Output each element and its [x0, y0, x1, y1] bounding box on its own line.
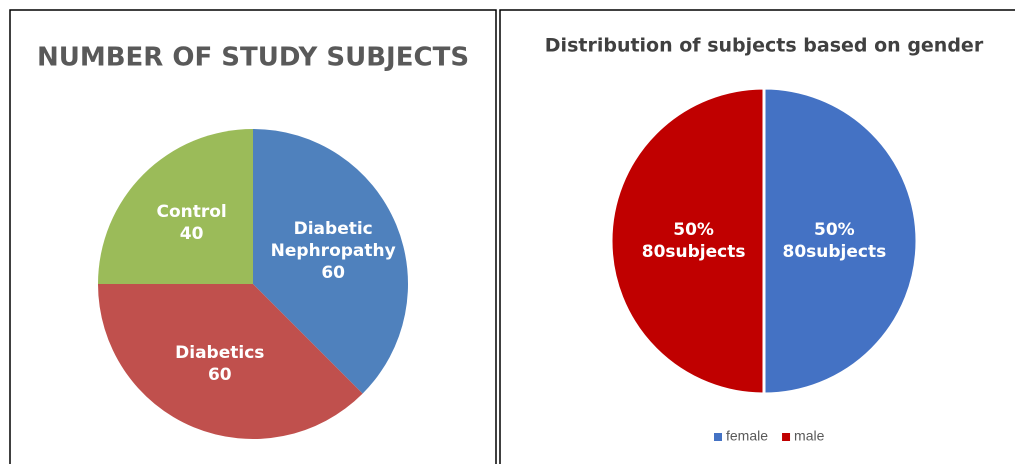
slice-label: 50%80subjects [759, 201, 909, 281]
pie-slice [98, 284, 363, 439]
value-label: 40 [179, 223, 204, 244]
legend-swatch [714, 433, 722, 441]
legend-swatch [782, 433, 791, 441]
category-label: Diabetic Nephropathy [270, 218, 396, 261]
label-box: Diabetics 60 [145, 324, 295, 404]
slice-label: 50%80subjects [619, 201, 769, 281]
legend-label: female [726, 428, 768, 444]
pie-slice [762, 86, 919, 396]
label-box: Diabetic Nephropathy 60 [258, 211, 408, 291]
label-box: Control 40 [117, 183, 267, 263]
legend-label: male [794, 428, 825, 444]
chart-title: NUMBER OF STUDY SUBJECTS [37, 43, 469, 73]
pie-slice [253, 129, 409, 394]
pie-slice [98, 129, 253, 284]
value-label: 50% [814, 220, 855, 240]
label-box: 50% 80subjects [619, 201, 769, 281]
chart-title: Distribution of subjects based on gender [545, 35, 984, 57]
value-label: 60 [321, 262, 346, 283]
value-label: 60 [207, 365, 232, 386]
value-label: 50% [673, 220, 714, 240]
category-label: Diabetics [175, 343, 265, 364]
data-label: 80subjects [782, 242, 887, 262]
data-label: 80subjects [641, 242, 746, 262]
pie-slice [609, 86, 766, 396]
category-label: Control [156, 201, 227, 222]
label-box: 50% 80subjects [759, 201, 909, 281]
